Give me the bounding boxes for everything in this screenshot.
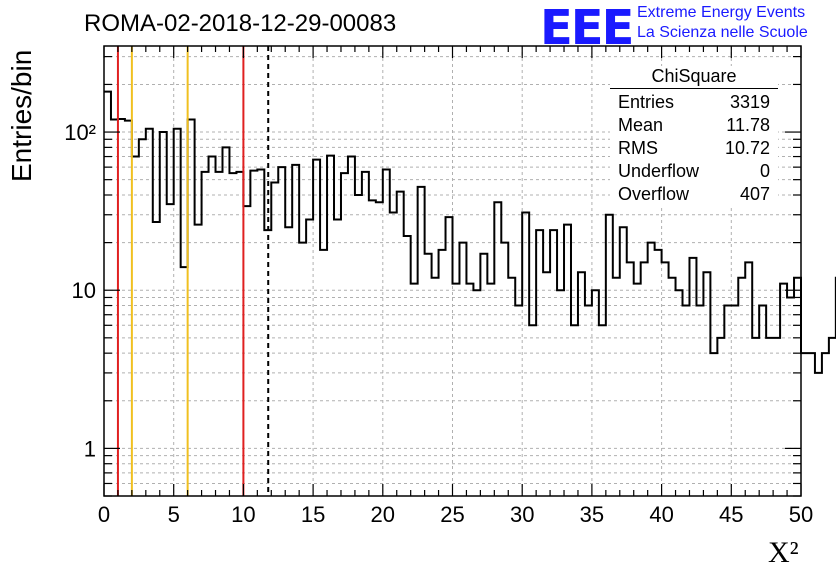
stats-label: Overflow bbox=[618, 184, 690, 204]
x-tick-label: 30 bbox=[510, 502, 534, 527]
stats-label: Mean bbox=[618, 115, 664, 135]
x-tick-label: 15 bbox=[301, 502, 325, 527]
stats-row: Overflow 407 bbox=[610, 183, 778, 206]
stats-value: 3319 bbox=[729, 92, 770, 112]
x-tick-label: 0 bbox=[98, 502, 110, 527]
y-tick-label: 10 bbox=[72, 278, 96, 303]
x-tick-label: 20 bbox=[371, 502, 395, 527]
stats-row: Underflow 0 bbox=[610, 160, 778, 183]
y-axis-label: Entries/bin bbox=[6, 49, 37, 182]
logo-caption-line1: Extreme Energy Events bbox=[637, 4, 806, 21]
stats-label: Entries bbox=[618, 92, 675, 112]
stats-row: Mean 11.78 bbox=[610, 114, 778, 137]
logo-caption-line2: La Scienza nelle Scuole bbox=[637, 24, 808, 41]
eee-logo: EEE bbox=[540, 0, 634, 56]
histogram-series bbox=[104, 90, 836, 374]
chart-title: ROMA-02-2018-12-29-00083 bbox=[84, 10, 397, 37]
x-tick-label: 25 bbox=[440, 502, 464, 527]
y-tick-label: 10² bbox=[64, 120, 96, 145]
stats-label: RMS bbox=[618, 138, 658, 158]
stats-box: ChiSquare Entries 3319 Mean 11.78 RMS 10.72… bbox=[610, 66, 778, 206]
x-tick-label: 10 bbox=[231, 502, 255, 527]
x-tick-label: 35 bbox=[580, 502, 604, 527]
reference-lines bbox=[116, 46, 270, 496]
stats-label: Underflow bbox=[618, 161, 700, 181]
stats-value: 10.72 bbox=[724, 138, 770, 158]
stats-value: 11.78 bbox=[726, 115, 770, 135]
x-tick-label: 40 bbox=[649, 502, 673, 527]
x-axis-label: X² bbox=[768, 536, 799, 569]
stats-row: Entries 3319 bbox=[610, 91, 778, 114]
stats-value: 0 bbox=[759, 161, 770, 181]
axis-tick-labels: 0 5 10 15 20 25 30 35 40 45 50 1 10 10² bbox=[64, 120, 813, 527]
axis-ticks bbox=[103, 46, 802, 497]
x-tick-label: 45 bbox=[719, 502, 743, 527]
x-tick-label: 50 bbox=[789, 502, 813, 527]
stats-value: 407 bbox=[739, 184, 770, 204]
x-tick-label: 5 bbox=[168, 502, 180, 527]
stats-row: RMS 10.72 bbox=[610, 137, 778, 160]
y-tick-label: 1 bbox=[84, 436, 96, 461]
stats-title: ChiSquare bbox=[610, 66, 778, 89]
logo-caption: Extreme Energy Events La Scienza nelle S… bbox=[637, 3, 808, 43]
